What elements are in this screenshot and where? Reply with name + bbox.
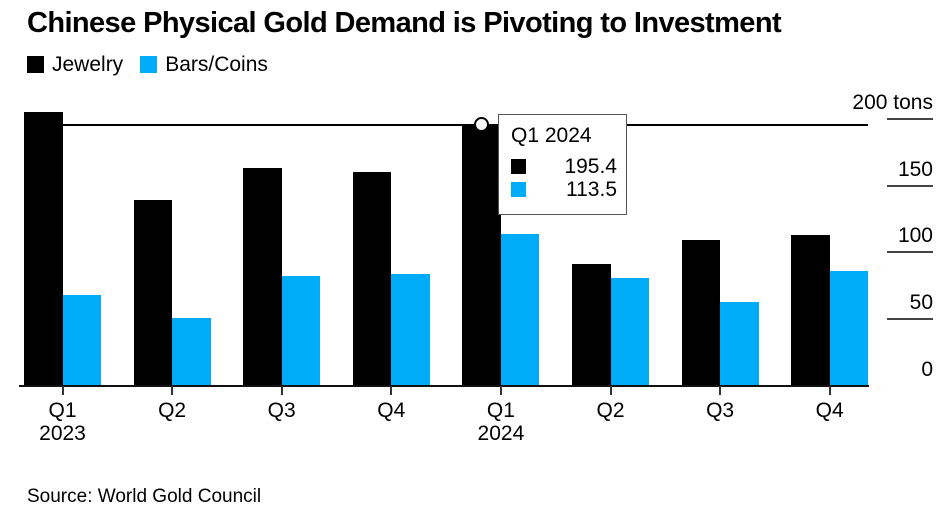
x-label-0-q1-2023: Q1 2023 <box>18 399 108 445</box>
x-label-6-q3: Q3 <box>675 399 765 422</box>
x-label-quarter: Q3 <box>267 399 296 422</box>
source-credit: Source: World Gold Council <box>27 486 262 507</box>
jewelry-swatch-icon <box>27 56 44 73</box>
bar-jewelry-q4-3[interactable] <box>352 172 392 386</box>
bar-bars-coins-q2-5[interactable] <box>610 277 649 386</box>
bar-bars-coins-q1-2023-0[interactable] <box>62 294 101 386</box>
bar-jewelry-q2-1[interactable] <box>133 200 173 386</box>
bar-bars-coins-q4-7[interactable] <box>829 270 869 386</box>
reference-line <box>24 124 868 127</box>
bar-bars-coins-q3-6[interactable] <box>720 301 759 386</box>
tooltip-row-jewelry: 195.4 <box>511 155 617 178</box>
bar-bars-coins-q1-2024-4[interactable] <box>500 234 540 386</box>
x-axis-tick-2 <box>280 386 283 395</box>
x-label-year: 2023 <box>39 422 86 445</box>
legend: Jewelry Bars/Coins <box>27 54 268 75</box>
x-label-7-q4: Q4 <box>785 399 875 422</box>
legend-label-jewelry: Jewelry <box>52 53 124 76</box>
y-axis-label-200: 200 tons <box>852 90 933 114</box>
tooltip-bars-coins-swatch-icon <box>511 182 526 197</box>
tooltip-jewelry-swatch-icon <box>511 159 526 174</box>
x-label-quarter: Q4 <box>377 399 406 422</box>
legend-item-bars-coins: Bars/Coins <box>140 54 268 75</box>
x-label-1-q2: Q2 <box>127 399 217 422</box>
x-label-2-q3: Q3 <box>237 399 327 422</box>
y-axis-label-150: 150 <box>897 157 933 181</box>
tooltip: Q1 2024 195.4 113.5 <box>498 114 627 215</box>
x-axis-tick-6 <box>719 386 722 395</box>
x-label-quarter: Q2 <box>596 399 625 422</box>
bar-jewelry-q3-6[interactable] <box>681 240 721 386</box>
tooltip-value-bars-coins: 113.5 <box>566 177 617 201</box>
x-label-quarter: Q2 <box>158 399 187 422</box>
y-axis-label-0: 0 <box>921 357 933 381</box>
x-axis-tick-0 <box>61 386 64 395</box>
x-label-quarter: Q1 <box>486 399 515 422</box>
x-axis-tick-7 <box>828 386 831 395</box>
x-label-3-q4: Q4 <box>346 399 436 422</box>
x-axis-line <box>19 385 869 387</box>
chart-title: Chinese Physical Gold Demand is Pivoting… <box>27 7 782 39</box>
y-axis-tick-100 <box>887 251 933 254</box>
legend-label-bars-coins: Bars/Coins <box>165 53 268 76</box>
y-axis-label-50: 50 <box>909 290 933 314</box>
y-axis-tick-50 <box>887 317 933 320</box>
x-label-4-q1-2024: Q1 2024 <box>456 399 546 445</box>
bars-coins-swatch-icon <box>140 56 158 73</box>
y-axis-tick-200 <box>887 117 933 120</box>
bar-jewelry-q1-2024-4[interactable] <box>462 125 501 386</box>
highlight-point-marker-icon <box>474 117 489 132</box>
y-axis-label-100: 100 <box>897 224 933 248</box>
bar-jewelry-q1-2023-0[interactable] <box>24 112 63 386</box>
x-axis-tick-4 <box>499 386 502 395</box>
x-label-year: 2024 <box>477 422 525 445</box>
x-axis-tick-1 <box>171 386 174 395</box>
bar-jewelry-q3-2[interactable] <box>243 168 282 386</box>
bar-jewelry-q2-5[interactable] <box>572 264 611 386</box>
y-axis-tick-150 <box>887 184 933 187</box>
x-axis-tick-5 <box>609 386 612 395</box>
bar-bars-coins-q4-3[interactable] <box>391 273 430 386</box>
x-label-quarter: Q3 <box>706 399 735 422</box>
x-label-quarter: Q4 <box>815 399 844 422</box>
legend-item-jewelry: Jewelry <box>27 54 123 75</box>
tooltip-value-jewelry: 195.4 <box>564 154 617 178</box>
bar-bars-coins-q2-1[interactable] <box>172 317 211 386</box>
bar-bars-coins-q3-2[interactable] <box>281 276 321 386</box>
tooltip-title: Q1 2024 <box>511 124 592 147</box>
x-axis-tick-3 <box>390 386 393 395</box>
tooltip-row-bars-coins: 113.5 <box>511 178 617 201</box>
bar-jewelry-q4-7[interactable] <box>791 234 830 386</box>
x-label-quarter: Q1 <box>48 399 77 422</box>
x-label-5-q2: Q2 <box>566 399 656 422</box>
